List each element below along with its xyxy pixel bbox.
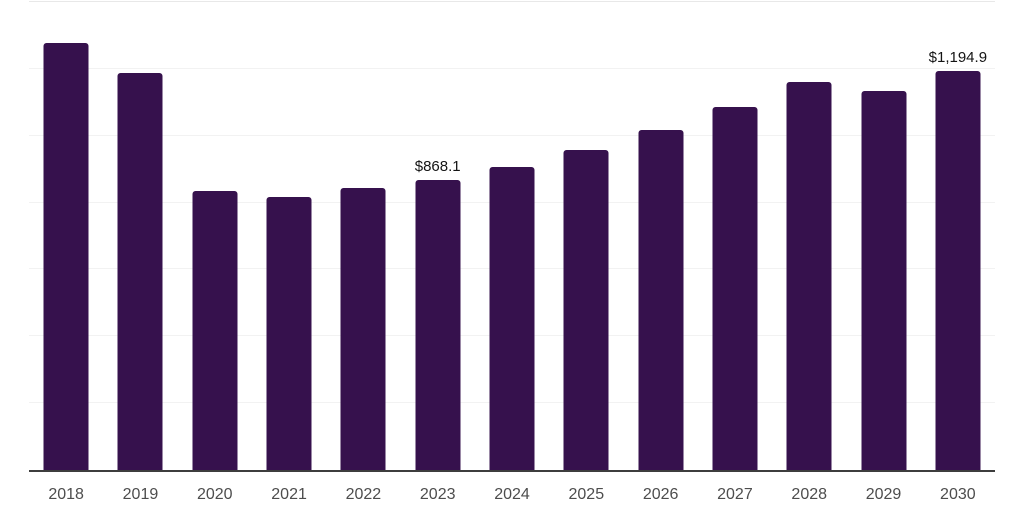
x-tick-label-2025: 2025 [568, 486, 605, 503]
x-tick-label-2019: 2019 [122, 486, 159, 503]
bar-value-label-2030: $1,194.9 [928, 48, 988, 66]
bar-2029[interactable] [861, 90, 907, 470]
bar-2028[interactable] [786, 81, 832, 470]
bar-2024[interactable] [489, 167, 535, 470]
x-tick-label-2020: 2020 [196, 486, 233, 503]
bar-2020[interactable] [192, 190, 238, 470]
x-tick-label-2027: 2027 [717, 486, 753, 503]
x-tick-label-2022: 2022 [345, 486, 382, 503]
bar-value-label-2023: $868.1 [414, 157, 461, 175]
x-tick-label-2024: 2024 [494, 486, 530, 503]
x-tick-label-2021: 2021 [271, 486, 307, 503]
gridline [29, 1, 995, 2]
x-tick-label-2029: 2029 [865, 486, 902, 503]
x-tick-label-2030: 2030 [940, 486, 976, 503]
gridline [29, 67, 995, 69]
bar-2026[interactable] [638, 130, 684, 470]
gridline [29, 134, 995, 136]
bar-2030[interactable] [935, 70, 981, 470]
bar-2018[interactable] [43, 43, 89, 470]
bar-2027[interactable] [712, 107, 758, 470]
x-axis: 2018 2019 2020 2021 2022 2023 2024 2025 2026 2027… [29, 472, 995, 512]
bar-2019[interactable] [117, 72, 163, 470]
bar-2023[interactable] [415, 179, 461, 470]
x-tick-label-2023: 2023 [419, 486, 456, 503]
x-tick-label-2028: 2028 [791, 486, 828, 503]
plot-area: $868.1 $1,194.9 [29, 1, 995, 472]
bar-2022[interactable] [340, 187, 386, 470]
bar-2021[interactable] [266, 196, 312, 470]
bar-2025[interactable] [563, 149, 609, 470]
x-tick-label-2018: 2018 [48, 486, 84, 503]
x-tick-label-2026: 2026 [642, 486, 679, 503]
